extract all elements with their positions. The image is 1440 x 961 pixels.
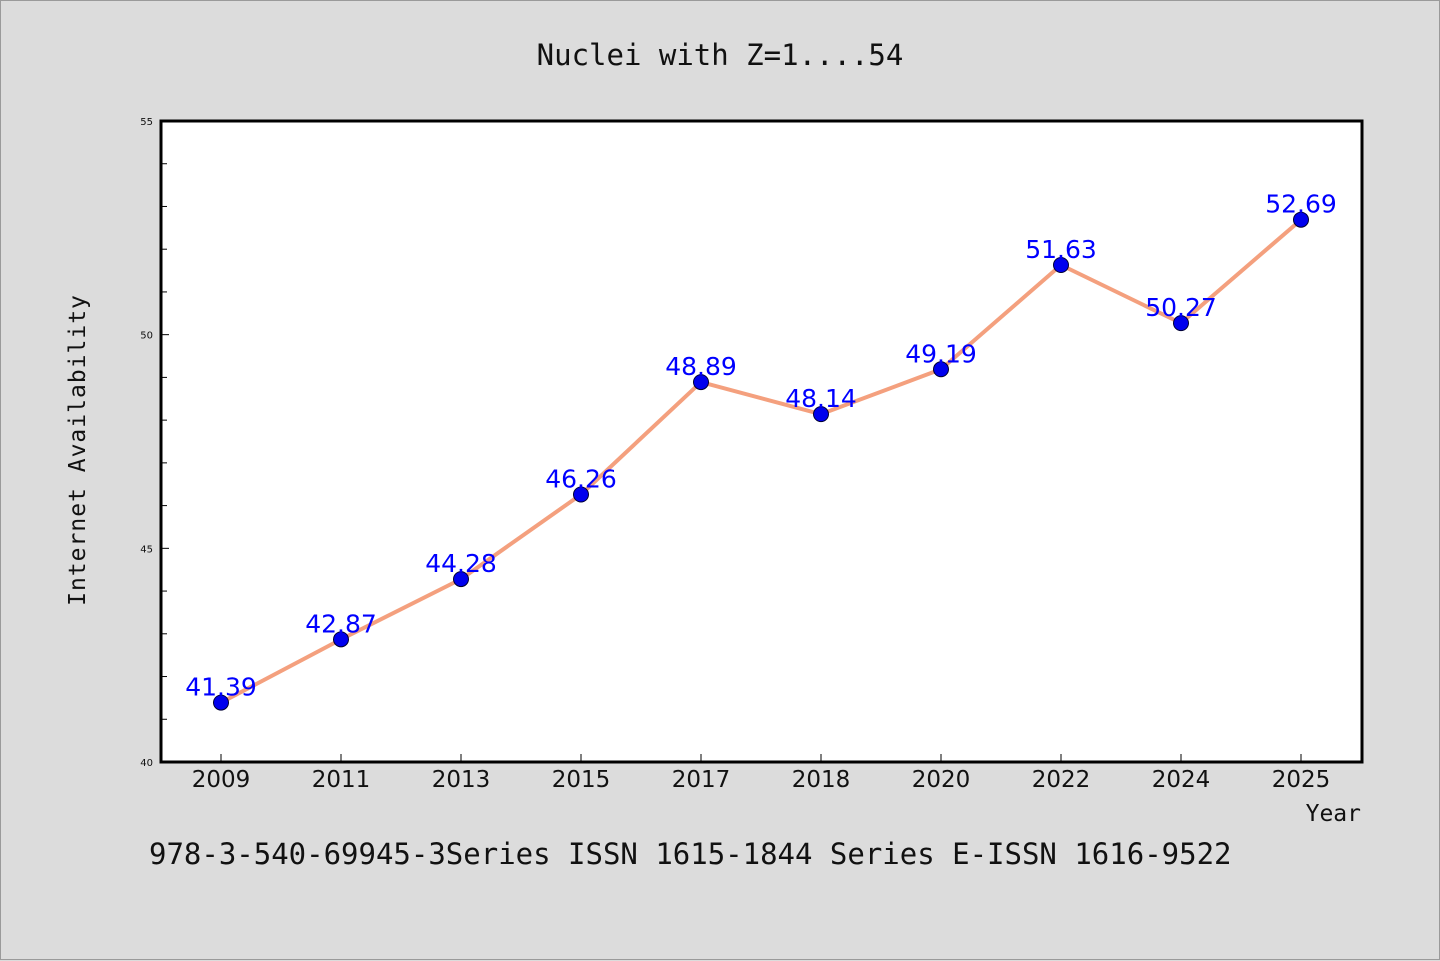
x-axis-ticks: 2009 2011 2013 2015 2017 2018 2020 2022 2024 2025 bbox=[192, 754, 1331, 793]
data-labels: 41.39 42.87 44.28 46.26 48.89 48.14 49.19 51.63… bbox=[185, 190, 1337, 702]
x-tick-label: 2024 bbox=[1152, 767, 1211, 793]
data-markers bbox=[213, 211, 1309, 711]
y-tick-label: 50 bbox=[140, 331, 153, 342]
series-line-group bbox=[219, 217, 1303, 705]
x-tick-label: 2009 bbox=[192, 767, 251, 793]
series-line bbox=[219, 217, 1303, 705]
y-axis-ticks: 40 45 50 55 bbox=[140, 117, 169, 769]
data-point bbox=[213, 694, 229, 711]
data-point bbox=[453, 571, 469, 588]
x-tick-label: 2020 bbox=[912, 767, 971, 793]
data-label: 49.19 bbox=[905, 339, 977, 368]
data-point bbox=[1293, 211, 1309, 228]
x-tick-label: 2015 bbox=[552, 767, 611, 793]
x-tick-label: 2018 bbox=[792, 767, 851, 793]
footer-text: 978-3-540-69945-3Series ISSN 1615-1844 S… bbox=[149, 837, 1232, 871]
data-point bbox=[933, 361, 949, 378]
data-label: 50.27 bbox=[1145, 293, 1217, 322]
data-point bbox=[1053, 257, 1069, 274]
x-tick-label: 2022 bbox=[1032, 767, 1091, 793]
y-tick-label: 55 bbox=[140, 117, 153, 128]
y-axis-label: Internet Availability bbox=[65, 294, 91, 606]
data-label: 51.63 bbox=[1025, 235, 1097, 264]
data-label: 44.28 bbox=[425, 549, 497, 578]
data-point bbox=[813, 406, 829, 423]
x-tick-label: 2011 bbox=[312, 767, 371, 793]
data-label: 52.69 bbox=[1265, 190, 1337, 219]
data-label: 48.89 bbox=[665, 352, 737, 381]
x-tick-label: 2025 bbox=[1272, 767, 1331, 793]
x-tick-label: 2017 bbox=[672, 767, 731, 793]
data-label: 48.14 bbox=[785, 384, 857, 413]
data-label: 46.26 bbox=[545, 464, 617, 493]
plot-area bbox=[159, 119, 1364, 764]
data-label: 41.39 bbox=[185, 673, 257, 702]
y-tick-label: 40 bbox=[140, 758, 153, 769]
data-label: 42.87 bbox=[305, 609, 377, 638]
data-point bbox=[573, 486, 589, 503]
chart-title: Nuclei with Z=1....54 bbox=[537, 38, 904, 72]
data-point bbox=[693, 374, 709, 391]
x-axis-label: Year bbox=[1306, 801, 1361, 827]
x-tick-label: 2013 bbox=[432, 767, 491, 793]
y-tick-label: 45 bbox=[140, 544, 153, 555]
data-point bbox=[333, 631, 349, 648]
data-point bbox=[1173, 315, 1189, 332]
